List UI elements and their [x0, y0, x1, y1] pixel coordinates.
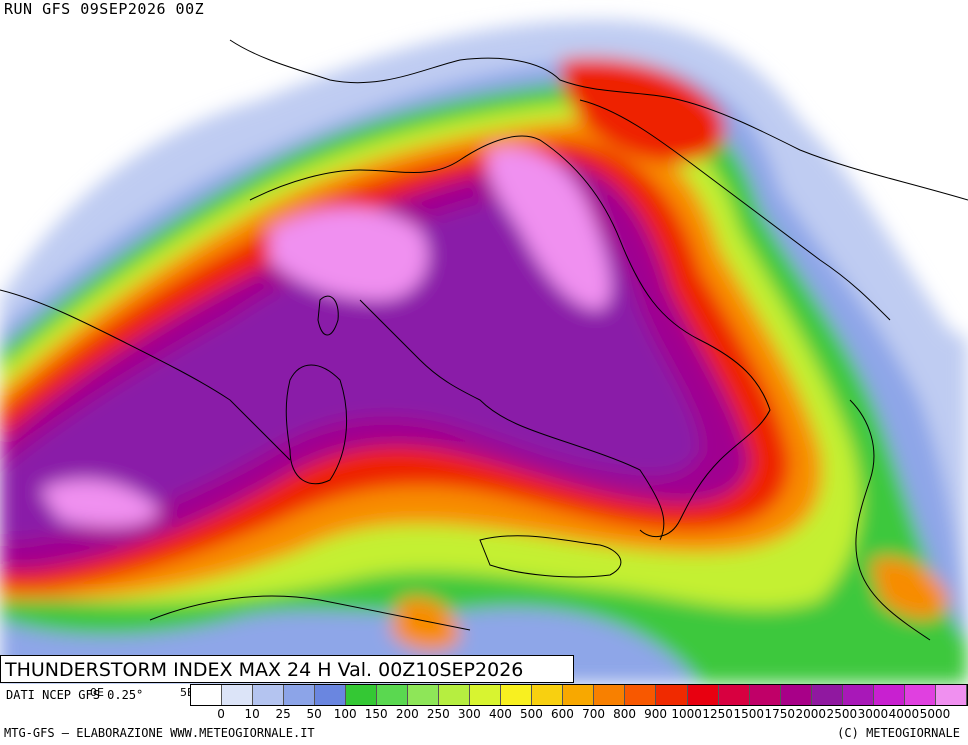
- legend-swatch: [873, 685, 905, 705]
- legend-swatch: [253, 685, 285, 705]
- legend-label: 4000: [888, 707, 920, 721]
- legend-swatch: [687, 685, 719, 705]
- legend-label: 2000: [795, 707, 827, 721]
- legend-label: 900: [644, 707, 668, 721]
- run-label: RUN GFS 09SEP2026 00Z: [4, 0, 205, 18]
- legend-label: 300: [457, 707, 481, 721]
- legend-swatch: [594, 685, 626, 705]
- footer-copyright: (C) METEOGIORNALE: [837, 726, 960, 740]
- legend-label: 100: [333, 707, 357, 721]
- legend-swatch: [904, 685, 936, 705]
- legend-swatch: [191, 685, 223, 705]
- footer-credit: MTG-GFS — ELABORAZIONE WWW.METEOGIORNALE…: [4, 726, 315, 740]
- axis-tick-0e: 0E: [90, 686, 104, 699]
- legend-swatch: [656, 685, 688, 705]
- legend-swatch: [842, 685, 874, 705]
- legend-swatch: [284, 685, 316, 705]
- legend-swatch: [625, 685, 657, 705]
- legend-swatch: [749, 685, 781, 705]
- legend-swatch: [935, 685, 967, 705]
- legend-label: 50: [306, 707, 322, 721]
- legend-label: 1500: [733, 707, 764, 721]
- legend-swatch: [439, 685, 471, 705]
- legend-swatch: [780, 685, 812, 705]
- legend-label: 400: [488, 707, 512, 721]
- legend-swatch: [315, 685, 347, 705]
- legend-swatch: [718, 685, 750, 705]
- legend-swatch: [470, 685, 502, 705]
- legend-label: 1250: [702, 707, 733, 721]
- legend-label: 200: [395, 707, 419, 721]
- legend-swatch: [563, 685, 595, 705]
- legend-swatch: [346, 685, 378, 705]
- legend-label: 1000: [671, 707, 702, 721]
- legend-label: 2500: [826, 707, 858, 721]
- data-source-label: DATI NCEP GFS 0.25°: [6, 688, 144, 702]
- legend-label: 10: [244, 707, 260, 721]
- legend-label: 150: [364, 707, 388, 721]
- legend-swatch: [377, 685, 409, 705]
- legend-swatch: [222, 685, 254, 705]
- field-layers: [0, 20, 968, 684]
- legend-label: 0: [217, 707, 225, 721]
- legend-label: 3000: [857, 707, 889, 721]
- legend-label: 1750: [764, 707, 796, 721]
- legend-label: 25: [275, 707, 291, 721]
- legend-label: 5000: [919, 707, 951, 721]
- legend-swatch: [532, 685, 564, 705]
- legend-label: 700: [582, 707, 605, 721]
- legend-label: 800: [613, 707, 636, 721]
- thunderstorm-map: [0, 20, 968, 684]
- legend-label: 500: [519, 707, 543, 721]
- legend-swatch: [501, 685, 533, 705]
- title-bar: THUNDERSTORM INDEX MAX 24 H Val. 00Z10SE…: [0, 655, 574, 683]
- legend-swatch: [408, 685, 440, 705]
- legend-swatch: [811, 685, 843, 705]
- coastlines: [0, 39, 968, 641]
- color-legend: [190, 684, 968, 706]
- legend-labels: 0 10 25 50 100 150 200 250 300 400 500 600 700 800 900…: [190, 707, 966, 723]
- legend-label: 250: [426, 707, 450, 721]
- map-title: THUNDERSTORM INDEX MAX 24 H Val. 00Z10SE…: [5, 659, 524, 681]
- legend-label: 600: [551, 707, 574, 721]
